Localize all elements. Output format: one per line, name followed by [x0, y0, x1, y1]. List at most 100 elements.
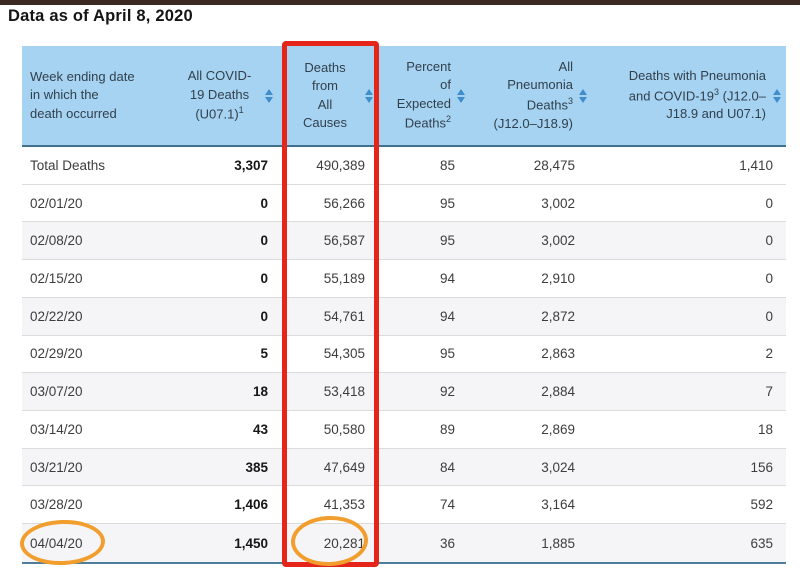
header-line: J18.9 and U07.1) [666, 106, 766, 122]
cell-all-pneumonia-deaths: 2,884 [541, 384, 575, 400]
table-row: 03/28/20 1,406 41,353 74 3,164 592 [22, 486, 786, 525]
header-line: of [440, 77, 451, 93]
sort-icon[interactable] [365, 88, 373, 103]
cell-week-ending-date: 02/08/20 [30, 233, 83, 249]
table-row: 03/14/20 43 50,580 89 2,869 18 [22, 411, 786, 449]
table-row: 02/22/20 0 54,761 94 2,872 0 [22, 297, 786, 336]
header-line: (J12.0–J18.9) [493, 115, 574, 131]
cell-all-pneumonia-deaths: 2,910 [541, 271, 575, 287]
cell-all-covid19-deaths: 0 [260, 195, 268, 211]
page-title: Data as of April 8, 2020 [8, 7, 193, 25]
cell-deaths-from-all-causes: 50,580 [323, 421, 365, 437]
table-header-row: Week ending date in which the death occu… [22, 46, 786, 147]
cell-deaths-from-all-causes: 55,189 [323, 271, 365, 287]
cell-deaths-from-all-causes: 41,353 [323, 497, 365, 513]
cell-week-ending-date: 04/04/20 [30, 535, 83, 551]
cell-deaths-pneumonia-and-covid19: 7 [765, 384, 773, 400]
cell-all-covid19-deaths: 43 [252, 421, 268, 437]
col-header-label: Deaths with Pneumonia and COVID-193 (J12… [590, 67, 786, 124]
cell-all-covid19-deaths: 385 [245, 459, 268, 475]
cell-all-pneumonia-deaths: 1,885 [541, 535, 575, 551]
sort-icon[interactable] [773, 88, 781, 103]
top-border-bar [0, 0, 800, 5]
header-line: Expected [396, 95, 451, 111]
cell-all-covid19-deaths: 5 [260, 346, 268, 362]
sort-up-arrow-icon [457, 88, 465, 95]
cell-percent-expected-deaths: 95 [439, 346, 455, 362]
cell-percent-expected-deaths: 92 [439, 384, 455, 400]
col-header-deaths-from-all-causes[interactable]: Deaths from All Causes [280, 46, 378, 145]
header-line: Pneumonia [507, 77, 573, 93]
cell-week-ending-date: 02/15/20 [30, 271, 83, 287]
header-line: death occurred [30, 105, 117, 121]
col-header-deaths-pneumonia-and-covid19[interactable]: Deaths with Pneumonia and COVID-193 (J12… [590, 46, 786, 145]
header-line: Deaths [304, 59, 346, 75]
cell-all-pneumonia-deaths: 2,872 [541, 308, 575, 324]
cell-all-pneumonia-deaths: 2,869 [541, 421, 575, 437]
header-line: Week ending date [30, 68, 135, 84]
col-header-label: Week ending date in which the death occu… [22, 68, 170, 123]
sort-down-arrow-icon [579, 96, 587, 103]
table-row: 02/01/20 0 56,266 95 3,002 0 [22, 184, 786, 223]
cell-week-ending-date: 03/07/20 [30, 384, 83, 400]
cell-all-covid19-deaths: 0 [260, 233, 268, 249]
table-row: 03/21/20 385 47,649 84 3,024 156 [22, 448, 786, 487]
col-header-all-covid19-deaths[interactable]: All COVID- 19 Deaths (U07.1)1 [170, 46, 280, 145]
sort-up-arrow-icon [265, 88, 273, 95]
sort-up-arrow-icon [579, 88, 587, 95]
cell-week-ending-date: 02/29/20 [30, 346, 83, 362]
cell-deaths-from-all-causes: 20,281 [323, 535, 365, 551]
col-header-all-pneumonia-deaths[interactable]: All Pneumonia Deaths3 (J12.0–J18.9) [468, 46, 590, 145]
cell-deaths-pneumonia-and-covid19: 0 [765, 271, 773, 287]
cell-all-covid19-deaths: 18 [252, 384, 268, 400]
cell-all-pneumonia-deaths: 3,024 [541, 459, 575, 475]
cell-deaths-pneumonia-and-covid19: 1,410 [739, 157, 773, 173]
footnote-superscript: 2 [445, 114, 451, 125]
col-header-label: Percent of Expected Deaths2 [378, 58, 468, 133]
sort-icon[interactable] [265, 88, 273, 103]
cell-deaths-pneumonia-and-covid19: 2 [765, 346, 773, 362]
cell-week-ending-date: 03/21/20 [30, 459, 83, 475]
header-line: in which the [30, 87, 99, 103]
table-row: 02/08/20 0 56,587 95 3,002 0 [22, 222, 786, 261]
sort-up-arrow-icon [365, 88, 373, 95]
cell-all-pneumonia-deaths: 2,863 [541, 346, 575, 362]
cell-deaths-from-all-causes: 54,761 [323, 308, 365, 324]
sort-down-arrow-icon [365, 96, 373, 103]
header-line: and COVID-19 [628, 87, 714, 103]
cell-all-covid19-deaths: 0 [260, 308, 268, 324]
cell-week-ending-date: 03/14/20 [30, 421, 83, 437]
cell-deaths-pneumonia-and-covid19: 0 [765, 233, 773, 249]
cell-deaths-from-all-causes: 53,418 [323, 384, 365, 400]
cell-week-ending-date: 02/22/20 [30, 308, 83, 324]
data-table: Week ending date in which the death occu… [22, 46, 786, 564]
cell-all-covid19-deaths: 1,406 [234, 497, 268, 513]
col-header-percent-expected-deaths[interactable]: Percent of Expected Deaths2 [378, 46, 468, 145]
sort-icon[interactable] [579, 88, 587, 103]
footnote-superscript: 3 [714, 86, 720, 97]
sort-up-arrow-icon [773, 88, 781, 95]
table-row: 04/04/20 1,450 20,281 36 1,885 635 [22, 524, 786, 562]
cell-percent-expected-deaths: 95 [439, 195, 455, 211]
header-line: Deaths with Pneumonia [628, 68, 766, 84]
col-header-week-ending-date: Week ending date in which the death occu… [22, 46, 170, 145]
cell-deaths-pneumonia-and-covid19: 18 [757, 421, 773, 437]
col-header-label: All Pneumonia Deaths3 (J12.0–J18.9) [468, 58, 590, 133]
sort-down-arrow-icon [773, 96, 781, 103]
cell-all-covid19-deaths: 1,450 [234, 535, 268, 551]
cell-percent-expected-deaths: 94 [439, 308, 455, 324]
header-line: Deaths [404, 115, 446, 131]
cell-deaths-pneumonia-and-covid19: 635 [750, 535, 773, 551]
col-header-label: All COVID- 19 Deaths (U07.1)1 [170, 67, 280, 124]
header-line: Causes [302, 114, 348, 130]
cell-deaths-pneumonia-and-covid19: 0 [765, 308, 773, 324]
sort-icon[interactable] [457, 88, 465, 103]
cell-deaths-pneumonia-and-covid19: 156 [750, 459, 773, 475]
header-line: All COVID- [187, 68, 252, 84]
cell-percent-expected-deaths: 84 [439, 459, 455, 475]
cell-week-ending-date: 02/01/20 [30, 195, 83, 211]
cell-deaths-from-all-causes: 47,649 [323, 459, 365, 475]
table-row: 03/07/20 18 53,418 92 2,884 7 [22, 373, 786, 412]
cell-week-ending-date: Total Deaths [30, 157, 106, 173]
cell-all-pneumonia-deaths: 3,002 [541, 195, 575, 211]
